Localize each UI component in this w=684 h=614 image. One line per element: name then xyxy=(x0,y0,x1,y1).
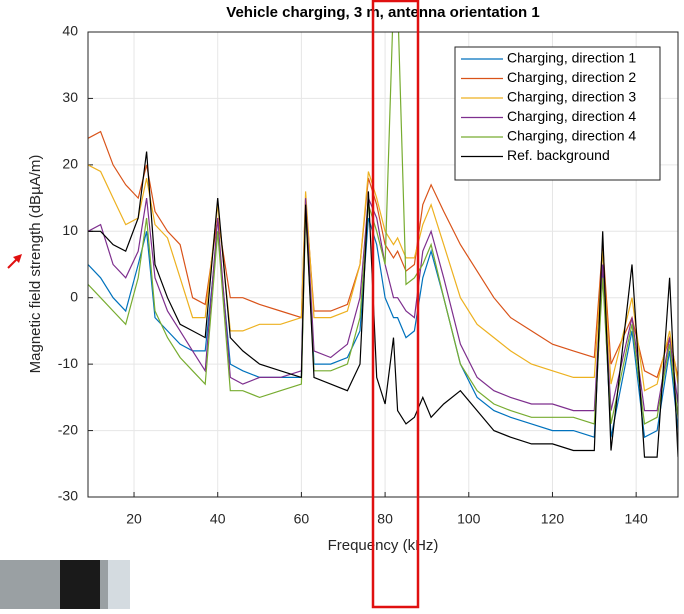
arrow-head xyxy=(13,254,22,263)
y-tick-label: 40 xyxy=(62,23,78,39)
y-tick-label: 10 xyxy=(62,222,78,238)
y-tick-label: 20 xyxy=(62,156,78,172)
series-line xyxy=(88,198,678,439)
series-line xyxy=(88,130,678,379)
plot-lines xyxy=(88,32,678,458)
x-tick-label: 60 xyxy=(294,511,310,527)
y-tick-label: -30 xyxy=(58,488,78,504)
legend: Charging, direction 1 Charging, direction… xyxy=(454,46,661,181)
y-tick-label: 30 xyxy=(62,89,78,105)
x-axis-label: Frequency (kHz) xyxy=(328,537,439,554)
x-tick-label: 80 xyxy=(377,511,393,527)
series-line xyxy=(88,164,678,392)
highlight-box xyxy=(371,0,420,609)
legend-box xyxy=(454,46,661,181)
image-fragment-dark xyxy=(60,560,100,609)
legend-label: Charging, direction 2 xyxy=(507,69,636,85)
image-fragment-light xyxy=(108,560,130,609)
y-tick-label: 0 xyxy=(70,288,78,304)
y-tick-label: -20 xyxy=(58,421,78,437)
series-line xyxy=(88,197,678,412)
x-tick-label: 120 xyxy=(541,511,565,527)
y-tick-label: -10 xyxy=(58,355,78,371)
legend-label: Charging, direction 4 xyxy=(507,128,636,144)
x-tick-label: 20 xyxy=(126,511,142,527)
x-tick-label: 140 xyxy=(624,511,648,527)
chart-title: Vehicle charging, 3 m, antenna orientati… xyxy=(226,4,539,21)
x-tick-label: 100 xyxy=(457,511,481,527)
legend-label: Charging, direction 3 xyxy=(507,89,636,105)
series-line xyxy=(88,32,678,425)
series-line xyxy=(88,151,678,458)
y-axis-label: Magnetic field strength (dBµA/m) xyxy=(27,155,44,374)
axes-box xyxy=(87,31,679,498)
legend-label: Ref. background xyxy=(507,147,610,163)
x-tick-label: 40 xyxy=(210,511,226,527)
legend-label: Charging, direction 4 xyxy=(507,108,636,124)
legend-label: Charging, direction 1 xyxy=(507,50,636,66)
